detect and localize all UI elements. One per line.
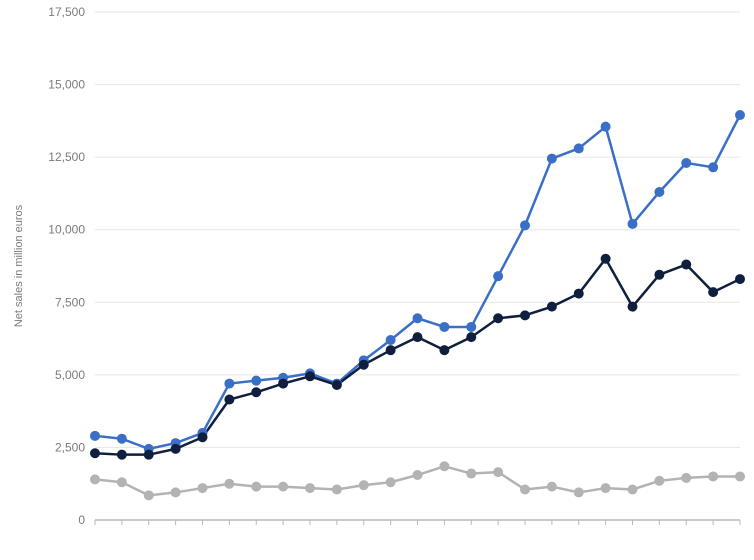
ytick-label: 7,500 — [55, 295, 85, 309]
data-point — [359, 360, 368, 369]
data-point — [521, 221, 530, 230]
data-point — [386, 478, 395, 487]
data-point — [709, 163, 718, 172]
data-point — [655, 270, 664, 279]
data-point — [91, 449, 100, 458]
data-point — [306, 372, 315, 381]
data-point — [601, 254, 610, 263]
data-point — [440, 462, 449, 471]
data-point — [91, 475, 100, 484]
data-point — [655, 476, 664, 485]
data-point — [467, 333, 476, 342]
data-point — [440, 322, 449, 331]
ytick-label: 10,000 — [48, 223, 85, 237]
data-point — [306, 484, 315, 493]
data-point — [359, 481, 368, 490]
data-point — [413, 314, 422, 323]
data-point — [225, 379, 234, 388]
data-point — [91, 431, 100, 440]
data-point — [736, 275, 745, 284]
data-point — [117, 434, 126, 443]
ytick-label: 2,500 — [55, 440, 85, 454]
data-point — [279, 482, 288, 491]
data-point — [574, 289, 583, 298]
data-point — [494, 272, 503, 281]
data-point — [628, 219, 637, 228]
data-point — [628, 485, 637, 494]
data-point — [171, 488, 180, 497]
data-point — [547, 302, 556, 311]
data-point — [709, 472, 718, 481]
data-point — [252, 388, 261, 397]
data-point — [332, 381, 341, 390]
ytick-label: 0 — [78, 513, 85, 527]
data-point — [682, 158, 691, 167]
data-point — [601, 484, 610, 493]
data-point — [521, 485, 530, 494]
data-point — [655, 187, 664, 196]
data-point — [386, 346, 395, 355]
chart-svg: 0 2,500 5,000 7,500 10,000 12,500 15,000 17,500… — [0, 0, 754, 560]
ytick-label: 12,500 — [48, 150, 85, 164]
data-point — [709, 288, 718, 297]
line-chart: 0 2,500 5,000 7,500 10,000 12,500 15,000 17,500… — [0, 0, 754, 560]
data-point — [736, 111, 745, 120]
data-point — [225, 395, 234, 404]
ytick-label: 17,500 — [48, 5, 85, 19]
ytick-label: 5,000 — [55, 368, 85, 382]
ytick-label: 15,000 — [48, 78, 85, 92]
data-point — [225, 479, 234, 488]
data-point — [171, 444, 180, 453]
data-point — [574, 488, 583, 497]
data-point — [198, 433, 207, 442]
data-point — [413, 471, 422, 480]
data-point — [521, 311, 530, 320]
data-point — [198, 484, 207, 493]
data-point — [279, 379, 288, 388]
data-point — [117, 478, 126, 487]
data-point — [252, 482, 261, 491]
data-point — [467, 322, 476, 331]
data-point — [494, 314, 503, 323]
y-axis-title: Net sales in million euros — [13, 204, 25, 327]
data-point — [117, 450, 126, 459]
data-point — [144, 491, 153, 500]
data-point — [494, 468, 503, 477]
data-point — [144, 450, 153, 459]
data-point — [547, 482, 556, 491]
data-point — [467, 469, 476, 478]
data-point — [386, 336, 395, 345]
data-point — [332, 485, 341, 494]
data-point — [574, 144, 583, 153]
data-point — [252, 376, 261, 385]
data-point — [440, 346, 449, 355]
data-point — [682, 473, 691, 482]
data-point — [601, 122, 610, 131]
data-point — [413, 333, 422, 342]
data-point — [736, 472, 745, 481]
data-point — [628, 302, 637, 311]
data-point — [682, 260, 691, 269]
data-point — [547, 154, 556, 163]
